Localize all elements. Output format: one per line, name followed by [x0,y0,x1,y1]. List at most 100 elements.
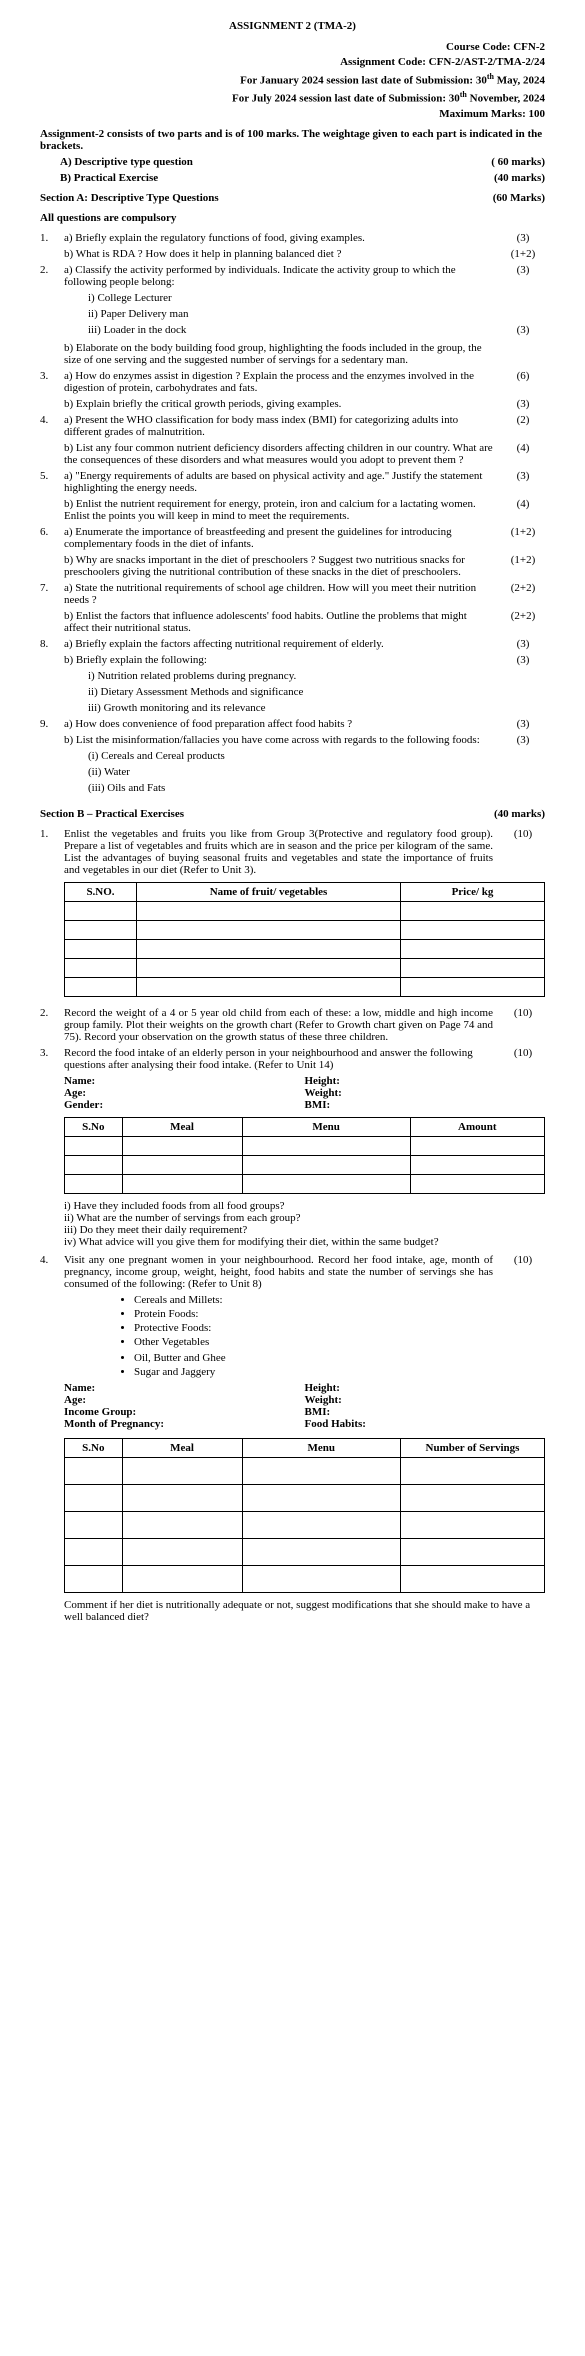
q7b: b) Enlist the factors that influence ado… [64,610,501,634]
weight-label-2: Weight: [305,1394,342,1406]
q1b-marks: (1+2) [501,248,545,260]
height-label-2: Height: [305,1382,340,1394]
p3-num: 3. [40,1047,64,1059]
q1-num: 1. [40,232,64,244]
q1b: b) What is RDA ? How does it help in pla… [64,248,501,260]
name-label-2: Name: [64,1382,95,1394]
preamble: Assignment-2 consists of two parts and i… [40,128,545,152]
q7-num: 7. [40,582,64,594]
q2a-ii: ii) Paper Delivery man [88,308,501,320]
q9b-marks: (3) [501,734,545,746]
t4-h2: Meal [122,1439,242,1458]
p3-ii: ii) What are the number of servings from… [64,1212,545,1224]
b1: Cereals and Millets: [134,1294,545,1306]
q8b-i: i) Nutrition related problems during pre… [88,670,501,682]
t4-h1: S.No [65,1439,123,1458]
course-code: Course Code: CFN-2 [40,40,545,55]
gender-label: Gender: [64,1099,103,1111]
q5-num: 5. [40,470,64,482]
q4b: b) List any four common nutrient deficie… [64,442,501,466]
q4b-marks: (4) [501,442,545,454]
q5a-marks: (3) [501,470,545,482]
p4-num: 4. [40,1254,64,1266]
jul-submission: For July 2024 session last date of Submi… [40,89,545,107]
q3-num: 3. [40,370,64,382]
t1-h3: Price/ kg [401,883,545,902]
t4-h4: Number of Servings [400,1439,544,1458]
compulsory-note: All questions are compulsory [40,212,545,224]
b3: Protective Foods: [134,1322,545,1334]
p4-marks: (10) [501,1254,545,1266]
part-b-label: B) Practical Exercise [60,172,475,184]
q8-num: 8. [40,638,64,650]
q3b: b) Explain briefly the critical growth p… [64,398,501,410]
t3-h3: Menu [242,1118,410,1137]
p1-num: 1. [40,828,64,840]
b6: Sugar and Jaggery [134,1366,545,1378]
t4-h3: Menu [242,1439,400,1458]
q6-num: 6. [40,526,64,538]
age-label: Age: [64,1087,86,1099]
t3-h1: S.No [65,1118,123,1137]
q8a: a) Briefly explain the factors affecting… [64,638,501,650]
p4-comment: Comment if her diet is nutritionally ade… [64,1599,545,1623]
q2b: b) Elaborate on the body building food g… [64,342,501,366]
q9a-marks: (3) [501,718,545,730]
q6b-marks: (1+2) [501,554,545,566]
q8a-marks: (3) [501,638,545,650]
section-a-label: Section A: Descriptive Type Questions [40,192,493,204]
q7a-marks: (2+2) [501,582,545,594]
p3: Record the food intake of an elderly per… [64,1047,501,1071]
p3-iv: iv) What advice will you give them for m… [64,1236,545,1248]
q8b-iii: iii) Growth monitoring and its relevance [88,702,501,714]
p2: Record the weight of a 4 or 5 year old c… [64,1007,501,1043]
t3-h4: Amount [410,1118,544,1137]
bullet-list-1: Cereals and Millets: Protein Foods: Prot… [94,1294,545,1348]
part-a-label: A) Descriptive type question [60,156,475,168]
section-a-marks: (60 Marks) [493,192,545,204]
q6a: a) Enumerate the importance of breastfee… [64,526,501,550]
month-label: Month of Pregnancy: [64,1418,164,1430]
section-b-marks: (40 marks) [494,808,545,820]
b5: Oil, Butter and Ghee [134,1352,545,1364]
t3-h2: Meal [122,1118,242,1137]
q9-num: 9. [40,718,64,730]
section-b-label: Section B – Practical Exercises [40,808,494,820]
q2a-marks: (3) [501,264,545,276]
q6a-marks: (1+2) [501,526,545,538]
q5b-marks: (4) [501,498,545,510]
q3a: a) How do enzymes assist in digestion ? … [64,370,501,394]
t1-h2: Name of fruit/ vegetables [137,883,401,902]
p2-marks: (10) [501,1007,545,1019]
income-label: Income Group: [64,1406,136,1418]
weight-label: Weight: [305,1087,342,1099]
p1-marks: (10) [501,828,545,840]
t1-h1: S.NO. [65,883,137,902]
q8b-ii: ii) Dietary Assessment Methods and signi… [88,686,501,698]
header-block: Course Code: CFN-2 Assignment Code: CFN-… [40,40,545,122]
q2a-i: i) College Lecturer [88,292,501,304]
q8b-marks: (3) [501,654,545,666]
q4a: a) Present the WHO classification for bo… [64,414,501,438]
jan-submission: For January 2024 session last date of Su… [40,71,545,89]
q2a-marks2: (3) [501,324,545,336]
q1a-marks: (3) [501,232,545,244]
q9b-iii: (iii) Oils and Fats [88,782,501,794]
q2a-iii: iii) Loader in the dock [88,324,501,336]
p2-num: 2. [40,1007,64,1019]
q4-num: 4. [40,414,64,426]
q5b: b) Enlist the nutrient requirement for e… [64,498,501,522]
age-label-2: Age: [64,1394,86,1406]
part-b-marks: (40 marks) [475,172,545,184]
habits-label: Food Habits: [305,1418,366,1430]
p3-i: i) Have they included foods from all foo… [64,1200,545,1212]
max-marks: Maximum Marks: 100 [40,107,545,122]
assignment-code: Assignment Code: CFN-2/AST-2/TMA-2/24 [40,55,545,70]
table-3: S.NoMealMenuAmount [64,1117,545,1194]
q7b-marks: (2+2) [501,610,545,622]
p3-iii: iii) Do they meet their daily requiremen… [64,1224,545,1236]
q8b: b) Briefly explain the following: [64,654,501,666]
name-label: Name: [64,1075,95,1087]
q6b: b) Why are snacks important in the diet … [64,554,501,578]
q1a: a) Briefly explain the regulatory functi… [64,232,501,244]
